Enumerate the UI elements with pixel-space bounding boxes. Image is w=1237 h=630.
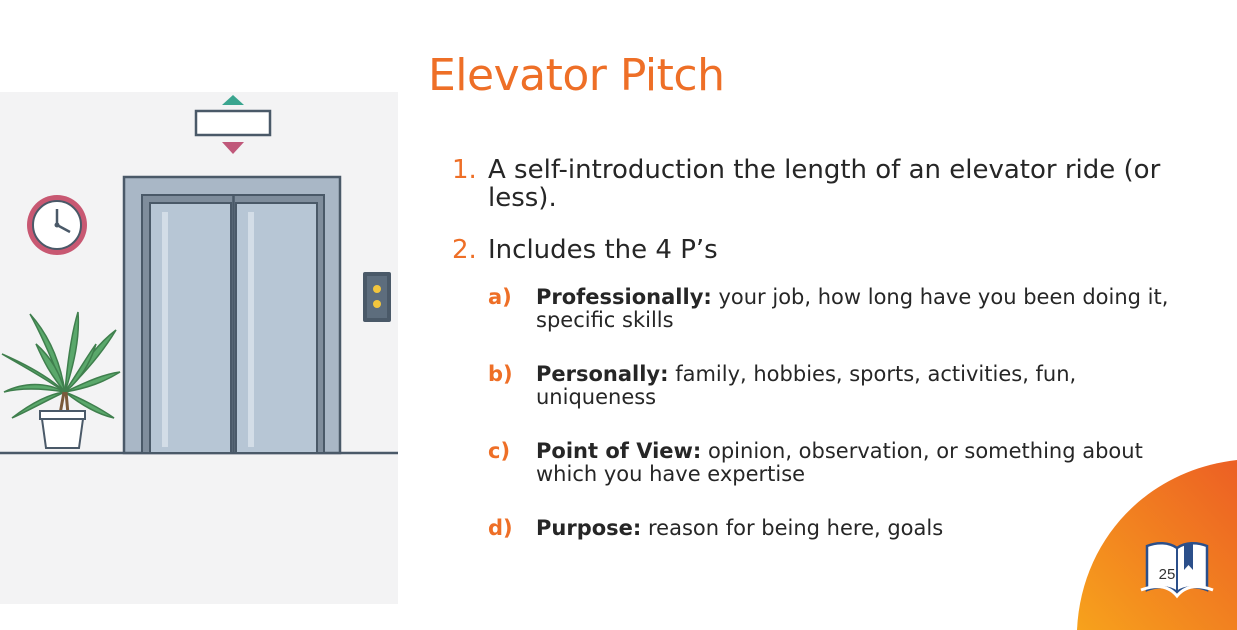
sub-item-body: Professionally: your job, how long have … [536, 286, 1192, 332]
list-item-number: 1. [452, 156, 488, 184]
wall-clock-icon [27, 195, 87, 255]
sub-item-term: Personally: [536, 362, 669, 386]
sub-item-letter: c) [488, 440, 536, 463]
page-number: 25 [1150, 566, 1184, 583]
sub-item-text: reason for being here, goals [641, 516, 943, 540]
sub-item-term: Professionally: [536, 285, 712, 309]
sub-item-professionally: a) Professionally: your job, how long ha… [488, 286, 1192, 332]
sub-item-letter: d) [488, 517, 536, 540]
list-item: 2. Includes the 4 P’s [452, 236, 1192, 264]
corner-decoration [1077, 460, 1237, 630]
sub-item-term: Point of View: [536, 439, 701, 463]
list-item-text: Includes the 4 P’s [488, 236, 1192, 264]
sub-item-letter: b) [488, 363, 536, 386]
sub-item-letter: a) [488, 286, 536, 309]
sub-item-personally: b) Personally: family, hobbies, sports, … [488, 363, 1192, 409]
call-button-icon [363, 272, 391, 322]
slide-title: Elevator Pitch [428, 50, 724, 101]
list-item-text: A self-introduction the length of an ele… [488, 156, 1192, 212]
list-item-number: 2. [452, 236, 488, 264]
sub-item-term: Purpose: [536, 516, 641, 540]
list-item: 1. A self-introduction the length of an … [452, 156, 1192, 212]
elevator-icon [124, 177, 340, 453]
elevator-illustration [0, 92, 398, 604]
sub-item-body: Personally: family, hobbies, sports, act… [536, 363, 1192, 409]
